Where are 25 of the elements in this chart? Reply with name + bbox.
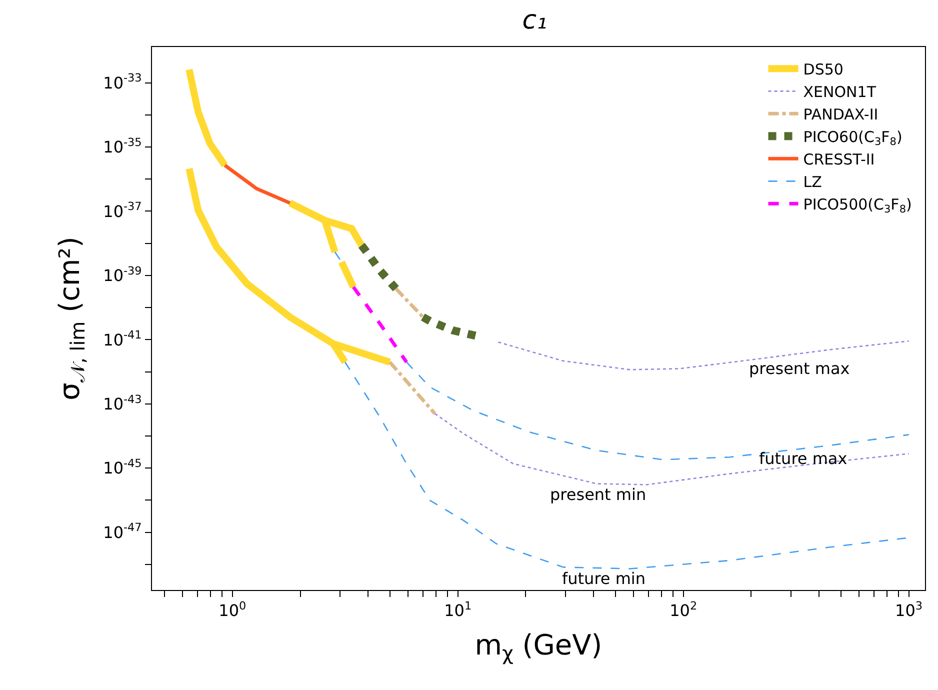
annotation: future max: [759, 449, 848, 468]
x-tick-label: 10$^{0}$: [218, 599, 246, 620]
y-tick-label: 10$^{-41}$: [103, 328, 142, 350]
annotation: present min: [550, 485, 646, 504]
legend-label: PANDAX-II: [803, 106, 878, 124]
x-tick-label: 10$^{1}$: [444, 599, 472, 620]
y-tick-label: 10$^{-43}$: [103, 392, 142, 414]
chart-title: c₁: [522, 6, 548, 36]
y-tick-label: 10$^{-45}$: [103, 456, 142, 478]
y-tick-label: 10$^{-35}$: [103, 136, 142, 157]
y-tick-label: 10$^{-39}$: [103, 264, 142, 286]
x-tick-label: 10$^{2}$: [670, 599, 698, 620]
y-tick-label: 10$^{-33}$: [103, 72, 142, 92]
annotation: present max: [749, 359, 850, 378]
x-tick-label: 10$^{3}$: [895, 599, 923, 620]
x-axis-title: m$_{χ}$ (GeV): [474, 628, 602, 666]
legend-label: LZ: [803, 173, 822, 192]
legend-label: PICO500(C$_{3}$F$_{8}$): [803, 196, 912, 216]
legend-label: DS50: [803, 60, 844, 79]
y-tick-label: 10$^{-37}$: [103, 200, 142, 221]
legend-label: CRESST-II: [803, 150, 875, 169]
legend-label: PICO60(C$_{3}$F$_{8}$): [803, 128, 902, 148]
legend-label: XENON1T: [803, 83, 877, 102]
y-tick-label: 10$^{-47}$: [103, 521, 142, 542]
annotation: future min: [562, 569, 646, 588]
